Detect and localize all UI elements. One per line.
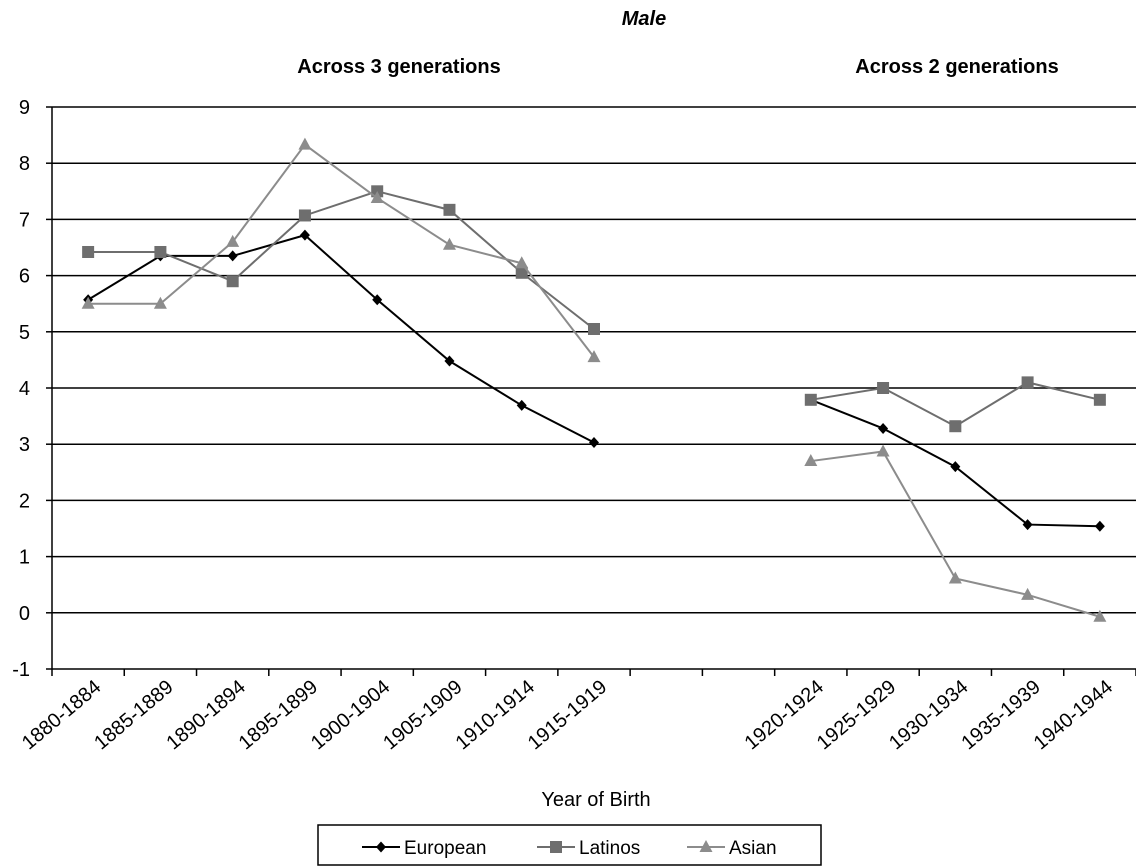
data-point — [299, 229, 310, 241]
legend-marker — [376, 841, 386, 853]
data-point — [1022, 519, 1033, 531]
legend-item-european: European — [362, 838, 486, 859]
data-point — [878, 422, 889, 434]
data-point — [444, 355, 455, 367]
x-tick-label: 1880-1884 — [18, 676, 105, 754]
data-point — [587, 350, 601, 363]
legend-label: European — [404, 838, 486, 859]
data-point — [589, 437, 599, 449]
series-line — [810, 381, 1101, 428]
data-point — [516, 399, 527, 411]
data-point — [950, 461, 961, 473]
legend-box — [317, 824, 822, 866]
data-point — [298, 209, 311, 222]
x-tick-label: 1915-1919 — [524, 676, 611, 754]
legend-label: Latinos — [579, 838, 640, 859]
legend-marker — [699, 840, 713, 852]
y-tick-label: 6 — [19, 266, 30, 288]
y-tick-label: 5 — [19, 322, 30, 344]
y-tick-label: 8 — [19, 153, 30, 175]
legend-item-asian: Asian — [687, 838, 777, 859]
data-point — [1021, 376, 1034, 389]
y-tick-label: 1 — [19, 547, 30, 569]
y-axis-ticks: -1 0 1 2 3 4 5 6 7 8 9 — [12, 97, 30, 681]
data-point — [1093, 609, 1107, 622]
data-point — [153, 296, 167, 309]
data-point — [804, 393, 817, 406]
data-point — [372, 294, 383, 306]
y-tick-label: 9 — [19, 97, 30, 119]
data-point — [226, 234, 240, 247]
data-point — [1093, 393, 1106, 406]
y-tick-label: -1 — [12, 659, 30, 681]
axes — [46, 106, 1136, 676]
y-tick-label: 3 — [19, 434, 30, 456]
data-point — [442, 237, 456, 250]
x-tick-label: 1890-1894 — [162, 676, 249, 754]
legend-item-latinos: Latinos — [537, 838, 640, 859]
data-point — [226, 275, 239, 288]
section-label-3-generations: Across 3 generations — [297, 56, 500, 78]
data-point — [515, 256, 529, 269]
data-point — [370, 191, 384, 204]
series-latinos — [82, 185, 1106, 433]
x-tick-label: 1930-1934 — [885, 676, 972, 754]
x-axis-ticks: 1880-18841885-18891890-18941895-18991900… — [18, 676, 1117, 754]
data-point — [82, 245, 95, 258]
data-point — [515, 266, 528, 279]
x-tick-label: 1940-1944 — [1030, 676, 1117, 754]
section-label-2-generations: Across 2 generations — [855, 56, 1058, 78]
chart-title: Male — [622, 8, 666, 30]
series-lines — [81, 137, 1107, 622]
legend: European Latinos Asian — [317, 824, 822, 866]
data-point — [877, 382, 890, 394]
data-point — [949, 420, 962, 433]
data-point — [81, 296, 95, 309]
data-point — [948, 571, 962, 584]
series-line — [88, 143, 595, 358]
x-tick-label: 1885-1889 — [90, 676, 177, 754]
x-tick-label: 1905-1909 — [379, 676, 466, 754]
x-tick-label: 1920-1924 — [741, 676, 828, 754]
x-tick-label: 1935-1939 — [957, 676, 1044, 754]
data-point — [443, 203, 456, 216]
series-line — [810, 450, 1101, 618]
series-asian — [81, 137, 1107, 622]
legend-marker — [550, 841, 562, 853]
data-point — [154, 245, 167, 258]
data-point — [298, 137, 312, 150]
series-line — [88, 190, 595, 330]
data-point — [227, 250, 238, 262]
gridlines — [52, 106, 1136, 670]
data-point — [1021, 587, 1035, 600]
legend-label: Asian — [729, 838, 777, 859]
data-point — [588, 322, 600, 335]
x-tick-label: 1925-1929 — [813, 676, 900, 754]
y-tick-label: 0 — [19, 603, 30, 625]
y-tick-label: 7 — [19, 209, 30, 231]
y-tick-label: 4 — [19, 378, 30, 400]
data-point — [876, 444, 890, 457]
x-tick-label: 1895-1899 — [235, 676, 322, 754]
y-tick-label: 2 — [19, 490, 30, 512]
data-point — [1094, 520, 1105, 532]
x-tick-label: 1900-1904 — [307, 676, 394, 754]
data-point — [804, 454, 818, 467]
x-tick-label: 1910-1914 — [452, 676, 539, 754]
x-axis-title: Year of Birth — [541, 789, 650, 811]
